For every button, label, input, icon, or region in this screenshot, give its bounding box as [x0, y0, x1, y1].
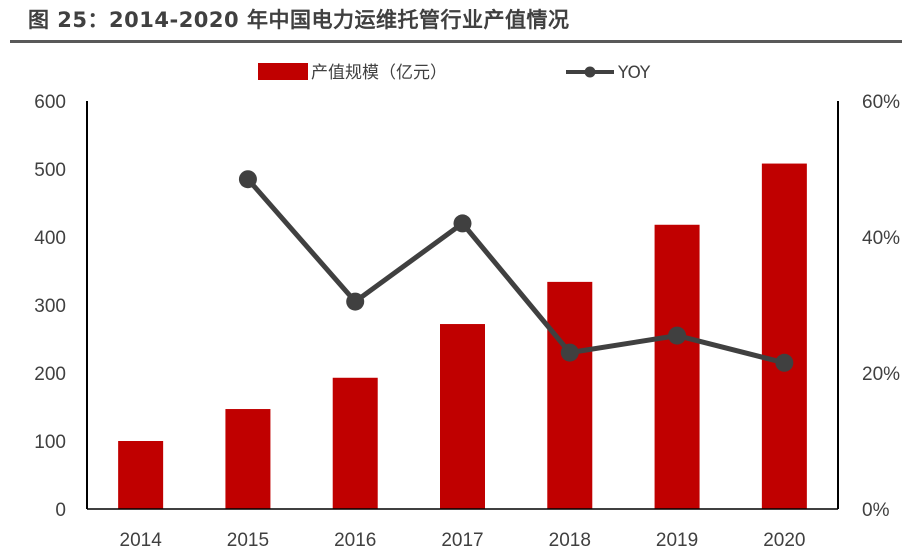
legend-bar-swatch [258, 63, 308, 80]
left-tick-label: 0 [55, 500, 66, 521]
left-tick-label: 600 [34, 92, 66, 113]
left-tick-label: 100 [34, 432, 66, 453]
bar [547, 281, 593, 509]
x-tick-label: 2017 [441, 530, 483, 547]
right-tick-label: 0% [862, 500, 890, 521]
bar [118, 441, 164, 509]
yoy-point [775, 353, 794, 372]
bar [761, 163, 807, 509]
x-tick-label: 2016 [334, 530, 376, 547]
bar [654, 224, 700, 509]
right-tick-label: 20% [862, 364, 900, 385]
figure-title: 图 25：2014-2020 年中国电力运维托管行业产值情况 [28, 8, 570, 32]
bar [225, 409, 271, 509]
left-tick-label: 300 [34, 296, 66, 317]
legend-line-label: YOY [617, 63, 651, 83]
left-tick-label: 400 [34, 228, 66, 249]
bar [440, 324, 485, 509]
right-tick-label: 60% [862, 92, 900, 113]
yoy-point [560, 343, 579, 362]
x-tick-label: 2020 [763, 530, 805, 547]
yoy-point [668, 326, 687, 345]
yoy-line [246, 177, 785, 366]
legend-bar-label: 产值规模（亿元） [311, 63, 447, 83]
bar [332, 377, 378, 509]
x-tick-label: 2018 [549, 530, 591, 547]
yoy-point [453, 214, 472, 233]
right-tick-label: 40% [862, 228, 900, 249]
x-tick-label: 2015 [227, 530, 269, 547]
left-tick-label: 200 [34, 364, 66, 385]
x-tick-label: 2014 [120, 530, 163, 547]
legend: 产值规模（亿元） YOY [258, 63, 651, 83]
yoy-point [346, 292, 365, 311]
title-rule [10, 40, 902, 43]
yoy-point [238, 170, 257, 189]
x-tick-label: 2019 [656, 530, 698, 547]
left-tick-label: 500 [34, 160, 66, 181]
legend-line-marker [584, 66, 596, 78]
plot-area: 0 100 200 300 400 500 600 0% 20% 40% 60% 2014 2015 20… [34, 92, 900, 547]
